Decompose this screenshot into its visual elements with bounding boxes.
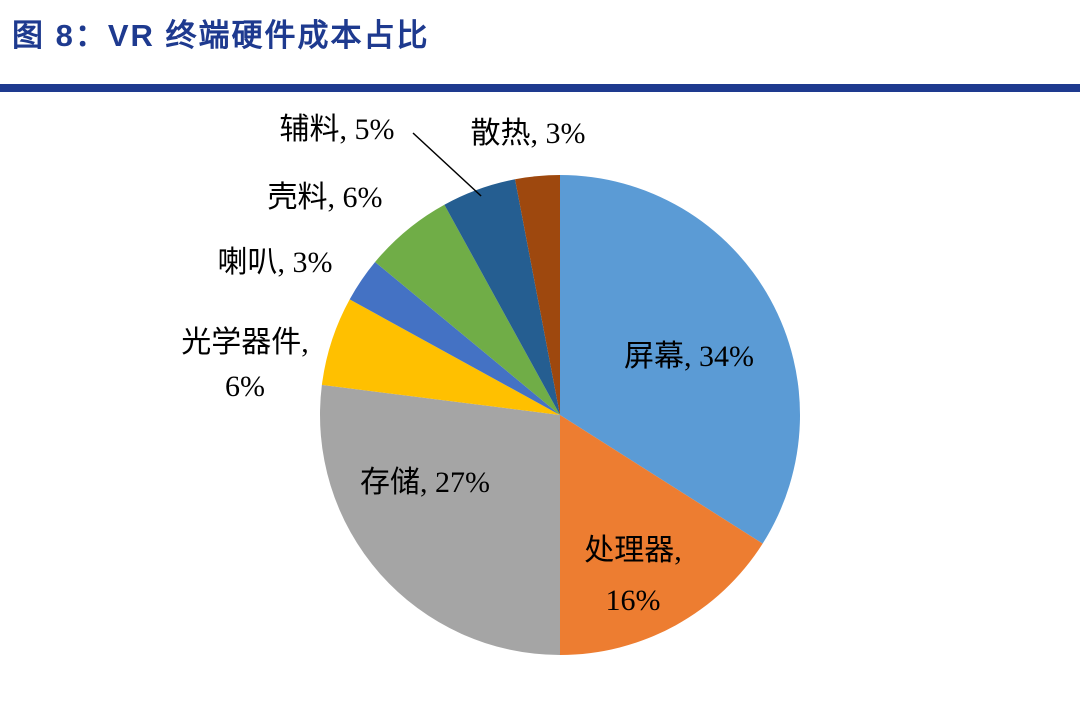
pie-label-6: 辅料, 5% [280, 113, 395, 146]
pie-label-2: 存储, 27% [360, 466, 490, 499]
pie-slice-6 [444, 179, 560, 415]
pie-label-4: 喇叭, 3% [218, 246, 333, 279]
pie-slice-0 [560, 175, 801, 544]
pie-slice-2 [319, 384, 560, 655]
title-underline-rule [0, 84, 1080, 92]
pie-slice-1 [560, 415, 763, 655]
pie-label-5: 壳料, 6% [268, 181, 383, 214]
pie-slice-5 [375, 204, 560, 415]
pie-slice-7 [515, 175, 560, 415]
pie-label-7: 散热, 3% [471, 117, 586, 150]
pie-label-0: 屏幕, 34% [624, 340, 754, 373]
pie-slice-4 [349, 262, 560, 415]
pie-slice-3 [321, 299, 560, 415]
pie-label-1: 处理器, 16% [584, 534, 682, 617]
figure-title: 图 8：VR 终端硬件成本占比 [12, 18, 430, 53]
pie-label-3: 光学器件, 6% [181, 326, 309, 403]
label-leader-line [412, 132, 482, 197]
